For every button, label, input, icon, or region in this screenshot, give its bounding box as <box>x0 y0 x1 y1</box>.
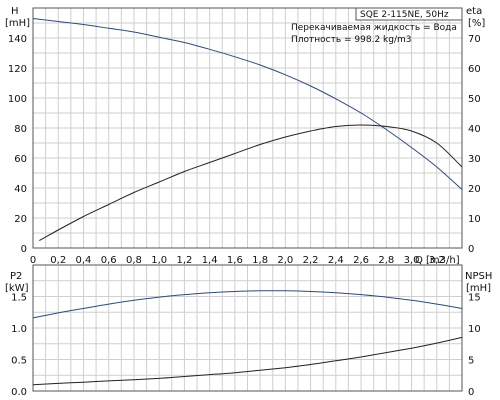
x-tick-label: 0,4 <box>76 255 92 266</box>
x-axis-unit: [m3/h] <box>426 255 460 266</box>
top-left-tick-label: 40 <box>14 184 27 195</box>
top-left-tick-label: 100 <box>8 94 27 105</box>
top-right-tick-label: 0 <box>468 244 474 255</box>
x-tick-label: 2,2 <box>303 255 319 266</box>
bottom-right-tick-label: 5 <box>468 356 474 367</box>
x-axis-label: Q <box>415 255 423 266</box>
x-tick-label: 0 <box>30 255 36 266</box>
top-right-axis-curve <box>39 124 463 241</box>
x-tick-label: 2,4 <box>328 255 344 266</box>
title-box <box>355 7 463 21</box>
top-right-tick-label: 70 <box>468 34 481 45</box>
x-tick-label: 1,8 <box>252 255 268 266</box>
bottom-right-tick-label: 15 <box>468 293 481 304</box>
top-left-axis-label: H <box>11 6 19 17</box>
bottom-left-tick-label: 0.5 <box>11 356 27 367</box>
tick-labels: 0 0,2 0,4 0,6 0,8 1,0 1,2 1,4 1,6 1,8 2,0 2,2 2,4 2,6… <box>8 34 481 398</box>
density-annotation: Плотность = 998.2 kg/m3 <box>291 35 412 45</box>
bottom-left-axis-label: P2 <box>10 271 22 282</box>
x-tick-label: 0,8 <box>126 255 142 266</box>
top-right-axis-unit: [%] <box>468 18 485 29</box>
bottom-left-axis-unit: [kW] <box>5 283 29 294</box>
bottom-right-axis-curve <box>32 336 463 386</box>
x-tick-label: 3,0 <box>404 255 420 266</box>
x-tick-label: 2,6 <box>353 255 369 266</box>
top-right-axis-label: eta <box>466 6 482 17</box>
top-right-tick-label: 60 <box>468 64 481 75</box>
bottom-left-tick-label: 0.0 <box>11 387 27 398</box>
top-left-tick-label: 120 <box>8 64 27 75</box>
bottom-left-tick-label: 1.0 <box>11 324 27 335</box>
top-right-tick-label: 20 <box>468 184 481 195</box>
bottom-right-tick-label: 10 <box>468 324 481 335</box>
bottom-right-axis-unit: [mH] <box>466 283 491 294</box>
bottom-panel-frame <box>32 264 463 392</box>
bottom-left-tick-label: 1.5 <box>11 293 27 304</box>
top-right-tick-label: 40 <box>468 124 481 135</box>
x-tick-label: 1,0 <box>151 255 167 266</box>
fluid-annotation: Перекачиваемая жидкость = Вода <box>291 23 457 33</box>
top-panel-frame <box>32 7 463 249</box>
top-left-axis-curve <box>32 18 463 190</box>
bottom-right-axis-label: NPSH <box>465 271 492 282</box>
top-panel-grid <box>33 8 462 248</box>
top-left-tick-label: 80 <box>14 124 27 135</box>
top-left-axis-unit: [mH] <box>5 18 30 29</box>
x-tick-label: 1,6 <box>227 255 243 266</box>
bottom-left-axis-curve <box>32 290 463 319</box>
x-tick-label: 2,8 <box>378 255 394 266</box>
x-tick-label: 2,0 <box>277 255 293 266</box>
top-right-tick-label: 30 <box>468 154 481 165</box>
x-tick-label: 0,2 <box>50 255 66 266</box>
top-left-tick-label: 60 <box>14 154 27 165</box>
top-right-tick-label: 10 <box>468 214 481 225</box>
x-tick-label: 1,2 <box>176 255 192 266</box>
x-tick-label: 0,6 <box>101 255 117 266</box>
x-tick-label: 1,4 <box>202 255 218 266</box>
top-left-tick-label: 20 <box>14 214 27 225</box>
bottom-panel-grid <box>33 265 462 391</box>
top-left-tick-label: 140 <box>8 34 27 45</box>
top-left-tick-label: 0 <box>21 244 27 255</box>
top-right-tick-label: 50 <box>468 94 481 105</box>
bottom-right-tick-label: 0 <box>468 387 474 398</box>
curves <box>32 18 463 386</box>
x-tick-label: 3,2 <box>429 255 445 266</box>
chart-title: SQE 2-115NE, 50Hz <box>360 10 449 20</box>
